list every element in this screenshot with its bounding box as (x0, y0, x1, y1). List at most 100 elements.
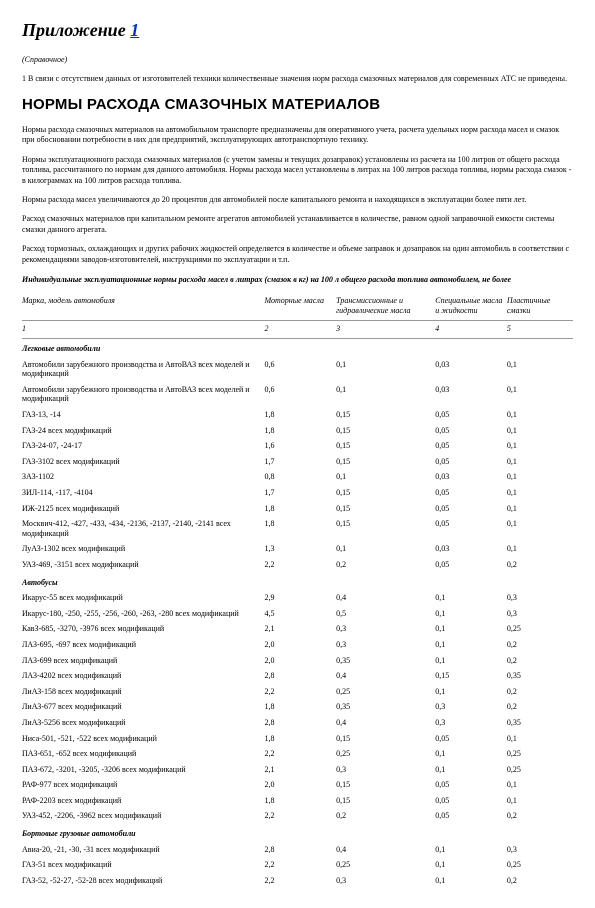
table-cell: 0,3 (435, 715, 507, 731)
table-cell: РАФ-2203 всех модификаций (22, 793, 264, 809)
title-link[interactable]: 1 (130, 20, 139, 40)
table-row: ЛАЗ-4202 всех модификаций2,80,40,150,35 (22, 668, 573, 684)
table-cell: 0,05 (435, 454, 507, 470)
table-cell: 0,1 (336, 541, 435, 557)
table-cell: 0,2 (507, 808, 573, 824)
table-cell: 0,5 (336, 606, 435, 622)
table-cell: 0,03 (435, 469, 507, 485)
table-cell: 0,15 (336, 454, 435, 470)
table-cell: 0,05 (435, 777, 507, 793)
table-cell: 0,1 (507, 438, 573, 454)
section-row: Бортовые грузовые автомобили (22, 824, 573, 842)
table-cell: 0,2 (336, 557, 435, 573)
table-cell: Автомобили зарубежного производства и Ав… (22, 382, 264, 407)
section-title: Бортовые грузовые автомобили (22, 824, 573, 842)
table-cell: 2,2 (264, 857, 336, 873)
table-cell: УАЗ-469, -3151 всех модификаций (22, 557, 264, 573)
table-cell: 0,1 (507, 793, 573, 809)
table-cell: УАЗ-452, -2206, -3962 всех модификаций (22, 808, 264, 824)
table-cell: 0,1 (435, 621, 507, 637)
section-title: Автобусы (22, 573, 573, 591)
table-row: ПАЗ-651, -652 всех модификаций2,20,250,1… (22, 746, 573, 762)
column-number-row: 1 2 3 4 5 (22, 321, 573, 339)
table-cell: 2,9 (264, 590, 336, 606)
table-row: УАЗ-452, -2206, -3962 всех модификаций2,… (22, 808, 573, 824)
table-cell: 0,05 (435, 808, 507, 824)
table-row: ЗАЗ-11020,80,10,030,1 (22, 469, 573, 485)
table-cell: 0,35 (336, 699, 435, 715)
table-cell: 0,25 (507, 762, 573, 778)
table-cell: Москвич-412, -427, -433, -434, -2136, -2… (22, 516, 264, 541)
table-cell: 0,3 (507, 590, 573, 606)
table-cell: 0,35 (507, 715, 573, 731)
table-cell: 1,8 (264, 731, 336, 747)
col-num: 3 (336, 321, 435, 339)
table-cell: 0,1 (336, 357, 435, 382)
table-cell: 2,2 (264, 808, 336, 824)
table-cell: 0,3 (336, 762, 435, 778)
table-cell: 0,8 (264, 469, 336, 485)
table-cell: ЛиАЗ-158 всех модификаций (22, 684, 264, 700)
table-row: ГАЗ-24 всех модификаций1,80,150,050,1 (22, 423, 573, 439)
table-cell: 0,1 (507, 469, 573, 485)
table-row: ГАЗ-51 всех модификаций2,20,250,10,25 (22, 857, 573, 873)
table-cell: Авиа-20, -21, -30, -31 всех модификаций (22, 842, 264, 858)
table-cell: 0,15 (336, 423, 435, 439)
table-row: ГАЗ-52, -52-27, -52-28 всех модификаций2… (22, 873, 573, 889)
table-cell: ГАЗ-24 всех модификаций (22, 423, 264, 439)
table-cell: ГАЗ-3102 всех модификаций (22, 454, 264, 470)
table-cell: 2,8 (264, 842, 336, 858)
table-cell: 2,2 (264, 557, 336, 573)
table-cell: 0,1 (336, 469, 435, 485)
table-cell: 1,6 (264, 438, 336, 454)
table-cell: 0,25 (507, 746, 573, 762)
table-cell: 2,2 (264, 873, 336, 889)
table-cell: 0,1 (507, 357, 573, 382)
table-cell: 0,1 (435, 842, 507, 858)
table-cell: 0,3 (507, 606, 573, 622)
table-cell: 1,8 (264, 516, 336, 541)
table-cell: ГАЗ-24-07, -24-17 (22, 438, 264, 454)
table-cell: 0,1 (507, 516, 573, 541)
table-cell: 0,1 (507, 501, 573, 517)
table-row: Автомобили зарубежного производства и Ав… (22, 382, 573, 407)
col-header: Трансмиссионные и гидравлические масла (336, 293, 435, 321)
table-cell: 0,1 (435, 873, 507, 889)
table-cell: ЛАЗ-4202 всех модификаций (22, 668, 264, 684)
table-row: ГАЗ-24-07, -24-171,60,150,050,1 (22, 438, 573, 454)
table-cell: 0,15 (336, 777, 435, 793)
table-cell: 0,25 (336, 746, 435, 762)
table-row: РАФ-2203 всех модификаций1,80,150,050,1 (22, 793, 573, 809)
table-row: Москвич-412, -427, -433, -434, -2136, -2… (22, 516, 573, 541)
norms-table: Марка, модель автомобиля Моторные масла … (22, 293, 573, 888)
table-cell: ЛуАЗ-1302 всех модификаций (22, 541, 264, 557)
table-cell: 0,05 (435, 793, 507, 809)
table-cell: 0,35 (336, 653, 435, 669)
section-row: Легковые автомобили (22, 339, 573, 357)
table-cell: 0,2 (507, 557, 573, 573)
table-row: ЛАЗ-699 всех модификаций2,00,350,10,2 (22, 653, 573, 669)
table-cell: 0,1 (507, 382, 573, 407)
table-cell: 0,03 (435, 357, 507, 382)
table-row: УАЗ-469, -3151 всех модификаций2,20,20,0… (22, 557, 573, 573)
table-cell: 0,3 (435, 699, 507, 715)
title-prefix: Приложение (22, 20, 130, 40)
table-cell: 0,25 (336, 857, 435, 873)
table-cell: 0,25 (507, 621, 573, 637)
table-cell: 1,3 (264, 541, 336, 557)
table-row: ГАЗ-13, -141,80,150,050,1 (22, 407, 573, 423)
col-header: Марка, модель автомобиля (22, 293, 264, 321)
table-cell: 0,3 (336, 873, 435, 889)
table-cell: 2,1 (264, 621, 336, 637)
col-num: 4 (435, 321, 507, 339)
table-cell: 4,5 (264, 606, 336, 622)
table-row: Ниса-501, -521, -522 всех модификаций1,8… (22, 731, 573, 747)
table-cell: 0,1 (435, 590, 507, 606)
table-cell: 0,1 (435, 857, 507, 873)
col-header: Пластичные смазки (507, 293, 573, 321)
table-cell: 0,03 (435, 541, 507, 557)
table-row: ЛиАЗ-5256 всех модификаций2,80,40,30,35 (22, 715, 573, 731)
table-row: ГАЗ-3102 всех модификаций1,70,150,050,1 (22, 454, 573, 470)
table-cell: 0,15 (336, 407, 435, 423)
table-cell: 0,05 (435, 485, 507, 501)
